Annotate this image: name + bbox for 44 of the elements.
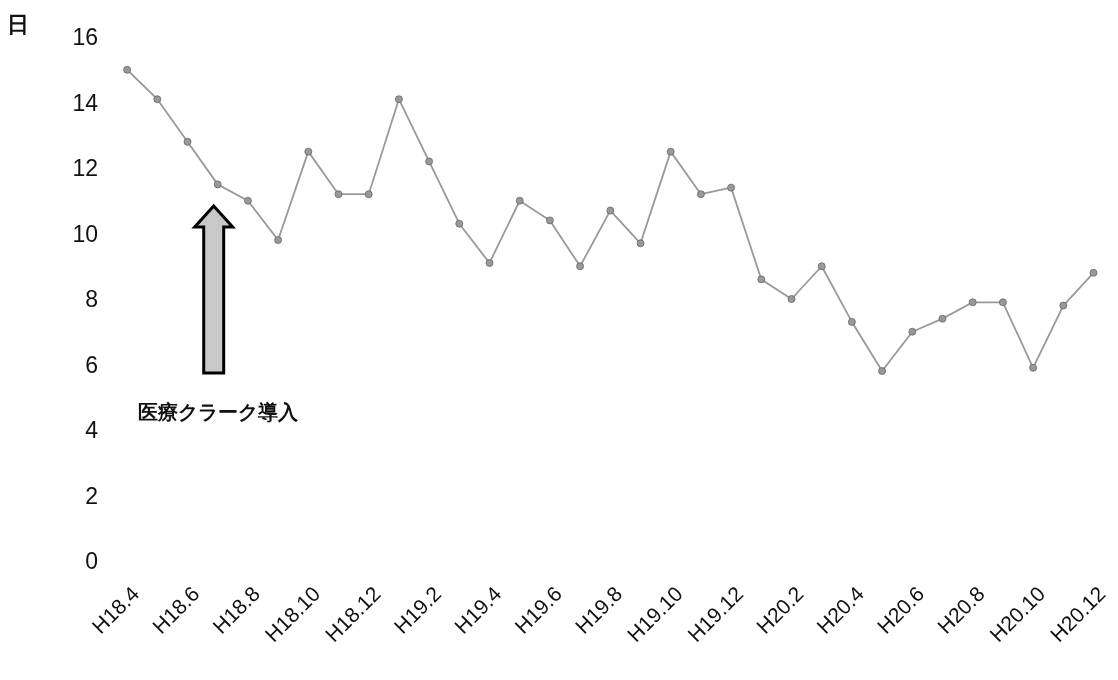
point: [274, 236, 282, 244]
point: [123, 65, 131, 74]
y-axis-title: 日: [7, 11, 29, 37]
point: [334, 190, 343, 199]
point: [455, 219, 464, 228]
point: [666, 147, 675, 156]
point: [848, 318, 856, 326]
point: [546, 216, 554, 225]
point: [395, 95, 403, 104]
y-tick-label: 2: [85, 482, 98, 509]
point: [1089, 268, 1098, 277]
point: [244, 196, 252, 205]
annotation: 医療クラーク導入: [138, 400, 299, 424]
y-tick-label: 10: [72, 220, 98, 247]
point: [425, 157, 433, 166]
point: [817, 262, 826, 271]
point: [1059, 301, 1068, 310]
point: [304, 147, 313, 156]
point: [606, 206, 615, 215]
point: [576, 262, 584, 271]
point: [1029, 363, 1037, 372]
point: [485, 259, 494, 267]
point: [999, 298, 1007, 307]
point: [515, 196, 524, 205]
y-tick-label: 12: [72, 155, 98, 181]
point: [878, 367, 886, 375]
point: [787, 295, 796, 303]
point: [757, 275, 766, 284]
point: [213, 180, 222, 189]
point: [636, 239, 645, 248]
point: [697, 190, 705, 199]
y-tick-label: 4: [85, 417, 99, 443]
point: [153, 95, 162, 104]
point: [968, 298, 977, 307]
y-tick-label: 16: [72, 24, 98, 50]
point: [727, 183, 735, 192]
y-tick-label: 6: [85, 351, 98, 378]
y-tick-label: 14: [72, 89, 99, 116]
point: [908, 327, 917, 336]
y-tick-label: 0: [85, 548, 98, 574]
point: [364, 190, 373, 199]
point: [938, 314, 947, 323]
y-tick-label: 8: [85, 286, 98, 312]
point: [183, 137, 192, 146]
